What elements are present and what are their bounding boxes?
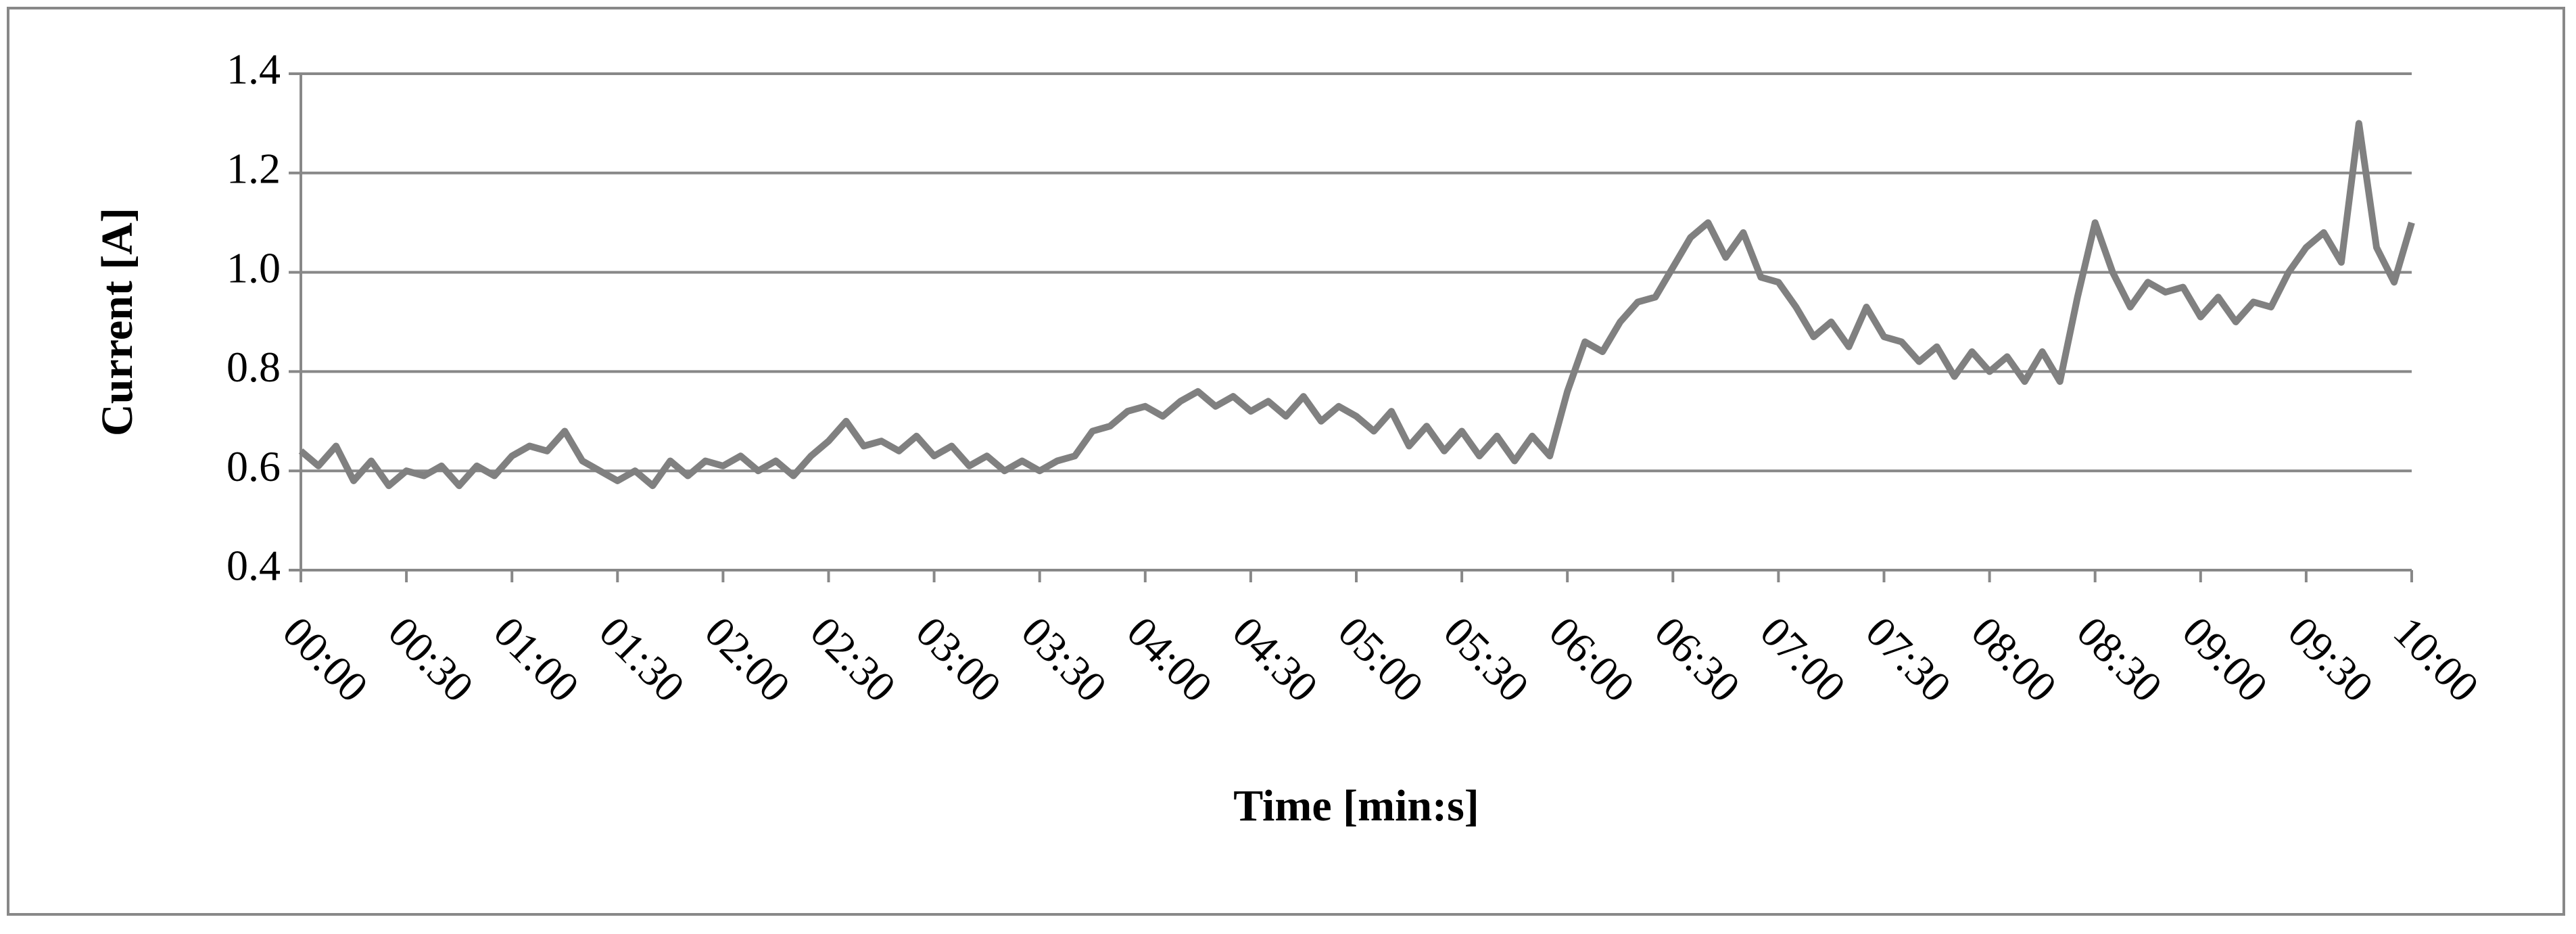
y-axis-title: Current [A]: [93, 208, 142, 436]
y-tick-label: 0.6: [226, 442, 281, 490]
chart-border: [7, 7, 2565, 916]
data-line: [298, 120, 2415, 490]
y-tick-label: 0.4: [226, 542, 281, 590]
y-tick-label: 1.0: [226, 243, 281, 291]
y-tick-label: 1.4: [226, 45, 281, 93]
x-axis-title: Time [min:s]: [1233, 781, 1479, 831]
y-tick-label: 0.8: [226, 343, 281, 391]
y-tick-label: 1.2: [226, 144, 281, 192]
